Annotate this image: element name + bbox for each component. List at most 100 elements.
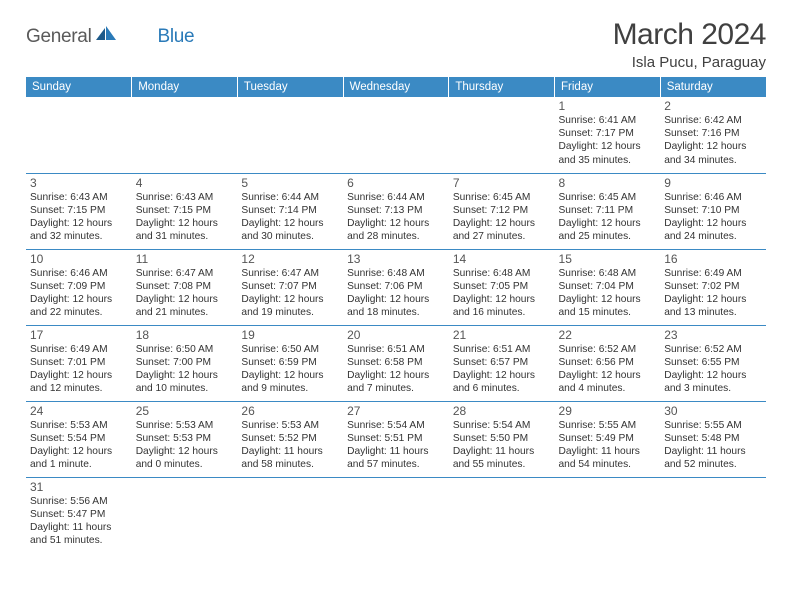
calendar-day-cell: 19Sunrise: 6:50 AMSunset: 6:59 PMDayligh… — [237, 325, 343, 401]
day-info-line: Daylight: 12 hours — [664, 140, 762, 153]
day-info-line: Sunset: 7:13 PM — [347, 204, 445, 217]
day-info-line: Sunrise: 6:52 AM — [664, 343, 762, 356]
calendar-day-cell: 24Sunrise: 5:53 AMSunset: 5:54 PMDayligh… — [26, 401, 132, 477]
day-info-line: Daylight: 12 hours — [559, 140, 657, 153]
day-header: Sunday — [26, 77, 132, 97]
day-info-line: Sunrise: 6:50 AM — [241, 343, 339, 356]
day-number: 29 — [559, 404, 657, 419]
calendar-day-cell: 28Sunrise: 5:54 AMSunset: 5:50 PMDayligh… — [449, 401, 555, 477]
day-info-line: Sunset: 6:56 PM — [559, 356, 657, 369]
calendar-day-cell: 13Sunrise: 6:48 AMSunset: 7:06 PMDayligh… — [343, 249, 449, 325]
logo-sail-icon — [96, 26, 118, 47]
day-number: 27 — [347, 404, 445, 419]
day-info-line: Daylight: 12 hours — [664, 293, 762, 306]
day-info-line: and 55 minutes. — [453, 458, 551, 471]
day-info-line: Daylight: 11 hours — [664, 445, 762, 458]
day-info-line: Daylight: 12 hours — [347, 293, 445, 306]
calendar-day-cell: 23Sunrise: 6:52 AMSunset: 6:55 PMDayligh… — [660, 325, 766, 401]
calendar-week-row: 10Sunrise: 6:46 AMSunset: 7:09 PMDayligh… — [26, 249, 766, 325]
calendar-day-cell: 27Sunrise: 5:54 AMSunset: 5:51 PMDayligh… — [343, 401, 449, 477]
day-info-line: Sunrise: 6:46 AM — [30, 267, 128, 280]
day-info-line: Daylight: 12 hours — [559, 369, 657, 382]
day-info-line: Daylight: 12 hours — [136, 445, 234, 458]
day-info-line: and 32 minutes. — [30, 230, 128, 243]
day-info-line: Daylight: 12 hours — [30, 369, 128, 382]
day-info-line: Daylight: 11 hours — [30, 521, 128, 534]
day-info-line: and 18 minutes. — [347, 306, 445, 319]
day-info-line: Sunset: 6:55 PM — [664, 356, 762, 369]
calendar-day-cell: 14Sunrise: 6:48 AMSunset: 7:05 PMDayligh… — [449, 249, 555, 325]
calendar-week-row: 3Sunrise: 6:43 AMSunset: 7:15 PMDaylight… — [26, 173, 766, 249]
logo-text-blue: Blue — [158, 26, 195, 48]
calendar-day-cell: 22Sunrise: 6:52 AMSunset: 6:56 PMDayligh… — [555, 325, 661, 401]
day-info-line: Sunrise: 6:49 AM — [30, 343, 128, 356]
day-info-line: and 16 minutes. — [453, 306, 551, 319]
day-info-line: and 13 minutes. — [664, 306, 762, 319]
day-number: 22 — [559, 328, 657, 343]
title-block: March 2024 Isla Pucu, Paraguay — [613, 18, 766, 71]
calendar-day-cell: 3Sunrise: 6:43 AMSunset: 7:15 PMDaylight… — [26, 173, 132, 249]
day-info-line: Sunrise: 6:44 AM — [347, 191, 445, 204]
day-number: 18 — [136, 328, 234, 343]
day-number: 28 — [453, 404, 551, 419]
day-info-line: Sunset: 7:11 PM — [559, 204, 657, 217]
day-number: 19 — [241, 328, 339, 343]
day-number: 17 — [30, 328, 128, 343]
day-info-line: Sunrise: 5:54 AM — [453, 419, 551, 432]
day-number: 25 — [136, 404, 234, 419]
day-info-line: Sunset: 5:47 PM — [30, 508, 128, 521]
day-info-line: Daylight: 12 hours — [136, 293, 234, 306]
calendar-page: General Blue March 2024 Isla Pucu, Parag… — [0, 0, 792, 571]
day-info-line: Sunset: 7:00 PM — [136, 356, 234, 369]
day-info-line: Daylight: 12 hours — [347, 217, 445, 230]
day-info-line: Daylight: 12 hours — [559, 217, 657, 230]
day-info-line: and 7 minutes. — [347, 382, 445, 395]
day-number: 6 — [347, 176, 445, 191]
day-info-line: and 54 minutes. — [559, 458, 657, 471]
day-info-line: Sunset: 6:58 PM — [347, 356, 445, 369]
day-header: Thursday — [449, 77, 555, 97]
calendar-day-cell — [449, 97, 555, 173]
calendar-day-cell: 25Sunrise: 5:53 AMSunset: 5:53 PMDayligh… — [132, 401, 238, 477]
day-info-line: Sunset: 7:14 PM — [241, 204, 339, 217]
calendar-day-cell: 4Sunrise: 6:43 AMSunset: 7:15 PMDaylight… — [132, 173, 238, 249]
day-info-line: Sunrise: 6:44 AM — [241, 191, 339, 204]
day-info-line: and 51 minutes. — [30, 534, 128, 547]
day-info-line: Sunrise: 6:41 AM — [559, 114, 657, 127]
day-info-line: Sunrise: 6:47 AM — [241, 267, 339, 280]
day-info-line: and 35 minutes. — [559, 154, 657, 167]
day-number: 9 — [664, 176, 762, 191]
day-info-line: and 34 minutes. — [664, 154, 762, 167]
calendar-day-cell — [132, 97, 238, 173]
calendar-day-cell: 10Sunrise: 6:46 AMSunset: 7:09 PMDayligh… — [26, 249, 132, 325]
day-info-line: and 19 minutes. — [241, 306, 339, 319]
day-info-line: Daylight: 12 hours — [30, 445, 128, 458]
day-number: 2 — [664, 99, 762, 114]
day-number: 14 — [453, 252, 551, 267]
calendar-day-cell: 2Sunrise: 6:42 AMSunset: 7:16 PMDaylight… — [660, 97, 766, 173]
day-number: 23 — [664, 328, 762, 343]
calendar-day-cell — [449, 477, 555, 553]
day-info-line: Daylight: 12 hours — [347, 369, 445, 382]
day-info-line: Sunrise: 6:49 AM — [664, 267, 762, 280]
calendar-day-cell: 11Sunrise: 6:47 AMSunset: 7:08 PMDayligh… — [132, 249, 238, 325]
day-info-line: Sunset: 7:07 PM — [241, 280, 339, 293]
calendar-day-cell — [237, 97, 343, 173]
day-info-line: Sunset: 7:08 PM — [136, 280, 234, 293]
day-info-line: Sunrise: 6:50 AM — [136, 343, 234, 356]
calendar-week-row: 1Sunrise: 6:41 AMSunset: 7:17 PMDaylight… — [26, 97, 766, 173]
calendar-day-cell: 21Sunrise: 6:51 AMSunset: 6:57 PMDayligh… — [449, 325, 555, 401]
day-info-line: and 22 minutes. — [30, 306, 128, 319]
day-info-line: Sunset: 5:52 PM — [241, 432, 339, 445]
calendar-day-cell: 8Sunrise: 6:45 AMSunset: 7:11 PMDaylight… — [555, 173, 661, 249]
calendar-day-cell: 20Sunrise: 6:51 AMSunset: 6:58 PMDayligh… — [343, 325, 449, 401]
day-info-line: and 4 minutes. — [559, 382, 657, 395]
day-info-line: Sunrise: 6:48 AM — [559, 267, 657, 280]
calendar-day-cell — [343, 477, 449, 553]
day-info-line: Sunrise: 6:43 AM — [136, 191, 234, 204]
day-number: 8 — [559, 176, 657, 191]
day-info-line: and 1 minute. — [30, 458, 128, 471]
day-number: 7 — [453, 176, 551, 191]
day-header: Friday — [555, 77, 661, 97]
day-info-line: and 28 minutes. — [347, 230, 445, 243]
